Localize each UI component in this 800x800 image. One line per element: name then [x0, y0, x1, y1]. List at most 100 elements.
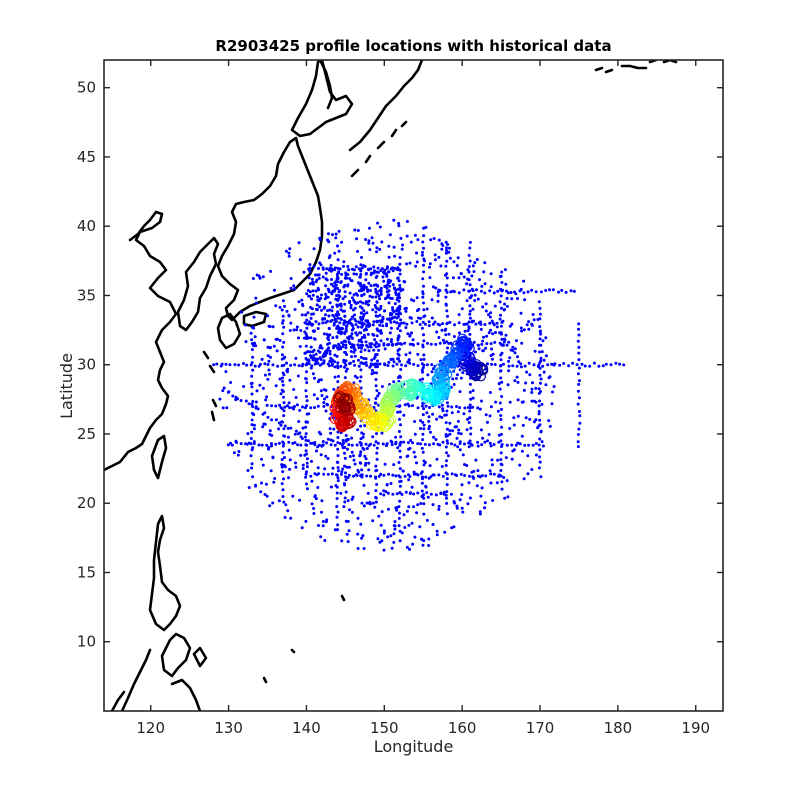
historical-point — [576, 445, 580, 449]
historical-point — [360, 311, 363, 315]
historical-point — [575, 363, 579, 367]
historical-point — [396, 327, 400, 330]
historical-point — [445, 496, 448, 500]
historical-point — [383, 462, 387, 466]
historical-point — [467, 270, 471, 274]
historical-point — [362, 333, 366, 337]
historical-point — [343, 496, 347, 500]
historical-point — [315, 308, 319, 312]
historical-point — [246, 469, 250, 472]
historical-point — [576, 440, 580, 444]
historical-point — [564, 290, 568, 294]
historical-point — [377, 391, 381, 395]
historical-point — [324, 277, 328, 281]
historical-point — [425, 518, 429, 522]
historical-point — [471, 389, 475, 393]
coast-small-islands — [262, 594, 346, 684]
historical-point — [499, 458, 503, 462]
historical-point — [398, 359, 401, 363]
historical-point — [263, 411, 267, 415]
historical-point — [361, 534, 365, 538]
historical-point — [304, 363, 308, 367]
historical-point — [358, 379, 362, 383]
historical-point — [368, 342, 372, 346]
historical-point — [577, 351, 581, 355]
historical-point — [365, 300, 369, 304]
historical-point — [252, 326, 256, 330]
historical-point — [398, 417, 401, 421]
historical-point — [468, 240, 472, 244]
historical-point — [351, 315, 354, 319]
historical-point — [498, 401, 502, 405]
historical-point — [426, 341, 429, 345]
historical-point — [270, 434, 274, 437]
historical-point — [322, 472, 326, 476]
historical-point — [386, 491, 390, 495]
historical-point — [281, 299, 285, 303]
historical-point — [424, 225, 428, 229]
historical-point — [492, 443, 496, 446]
historical-point — [326, 437, 330, 441]
historical-point — [494, 331, 497, 334]
historical-point — [398, 410, 402, 414]
historical-point — [488, 414, 492, 418]
historical-point — [399, 368, 403, 371]
historical-point — [392, 286, 396, 290]
historical-point — [519, 326, 523, 330]
historical-point — [350, 332, 354, 336]
historical-point — [383, 363, 387, 367]
historical-point — [362, 309, 366, 313]
historical-point — [325, 267, 329, 271]
historical-point — [343, 314, 347, 318]
historical-point — [538, 312, 542, 316]
historical-point — [283, 304, 286, 308]
historical-point — [440, 465, 444, 468]
historical-point — [431, 523, 435, 526]
historical-point — [289, 516, 293, 520]
historical-point — [548, 288, 551, 292]
historical-point — [491, 499, 495, 502]
historical-point — [477, 343, 480, 347]
historical-point — [496, 289, 500, 293]
historical-point — [266, 345, 270, 349]
historical-point — [375, 468, 379, 472]
historical-point — [312, 354, 316, 357]
historical-point — [424, 484, 428, 488]
coast-shikoku — [242, 310, 268, 328]
historical-point — [267, 447, 270, 451]
historical-point — [576, 339, 580, 343]
historical-point — [477, 347, 481, 351]
historical-point — [499, 451, 503, 455]
historical-point — [375, 274, 379, 278]
historical-point — [376, 270, 380, 274]
historical-point — [253, 341, 256, 345]
historical-point — [506, 383, 510, 387]
historical-point — [304, 438, 308, 442]
historical-point — [483, 291, 487, 295]
historical-point — [421, 366, 425, 370]
historical-point — [378, 247, 382, 251]
historical-point — [407, 473, 410, 477]
historical-point — [442, 490, 446, 494]
historical-point — [331, 439, 335, 443]
historical-point — [352, 454, 355, 458]
historical-point — [481, 436, 485, 440]
historical-point — [499, 324, 503, 328]
historical-point — [326, 362, 330, 366]
historical-point — [351, 296, 354, 300]
historical-point — [365, 501, 369, 505]
historical-point — [449, 341, 453, 345]
historical-point — [380, 385, 384, 388]
historical-point — [525, 323, 529, 327]
historical-point — [470, 274, 474, 278]
historical-point — [359, 375, 363, 379]
historical-point — [327, 338, 331, 342]
historical-point — [445, 490, 449, 494]
profile-point — [457, 333, 468, 344]
historical-point — [350, 450, 354, 454]
historical-point — [444, 333, 448, 337]
historical-point — [418, 525, 422, 529]
historical-point — [274, 337, 278, 341]
historical-point — [427, 443, 431, 447]
historical-point — [532, 318, 536, 322]
